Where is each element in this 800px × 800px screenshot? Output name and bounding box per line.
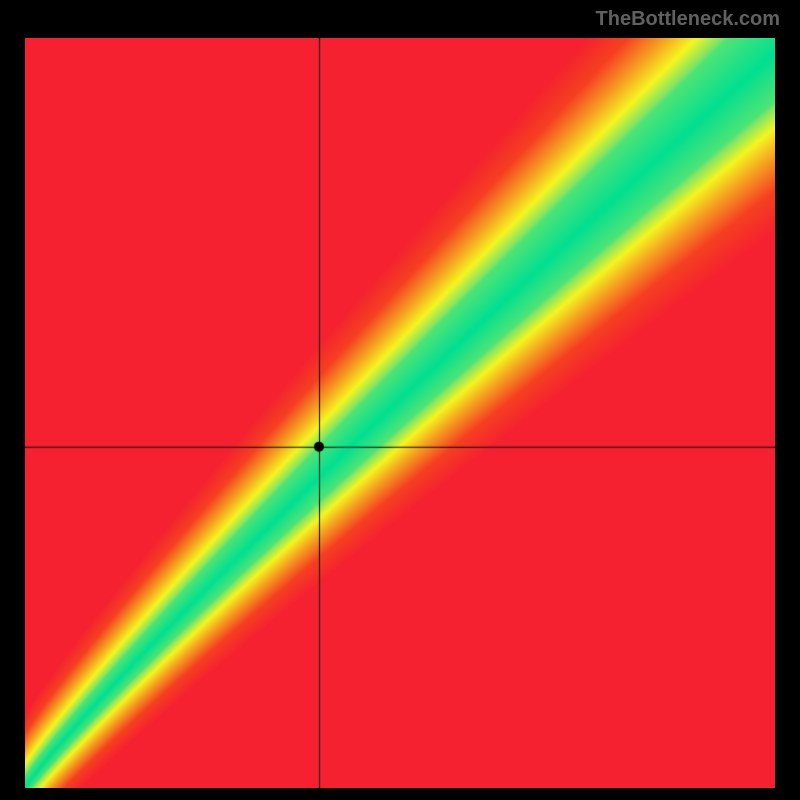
watermark-text: TheBottleneck.com [596,8,780,31]
bottleneck-heatmap [25,38,775,788]
heatmap-canvas [25,38,775,788]
